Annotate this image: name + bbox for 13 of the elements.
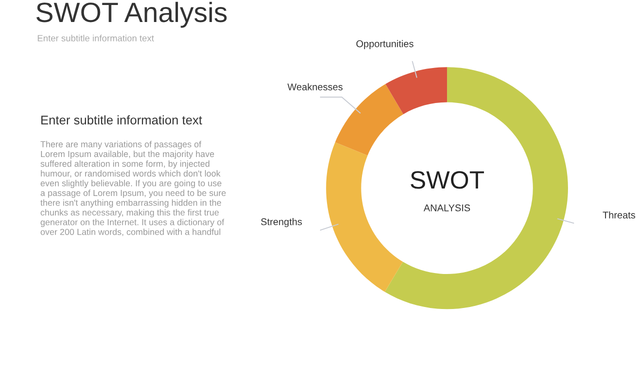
text: ANALYSIS bbox=[424, 204, 470, 212]
text: There are many variations of passages of Lorem Ipsum available, but the majority have suffered alteration in some form, by injected humour, or randomised words which don't look even slightly believable. If you are going to use a passage of Lorem Ipsum, you need to be sure there isn't anything embarrassing hidden in the chunks as necessary, making this the first true generator on the Internet. It uses a dictionary of over 200 Latin words, combined with a handful bbox=[40, 140, 226, 236]
slice-label: Weaknesses bbox=[287, 83, 343, 90]
slice-label: Threats bbox=[602, 211, 636, 218]
donut-slice bbox=[385, 67, 448, 114]
text: Enter subtitle information text bbox=[38, 34, 154, 42]
slice-label: Strengths bbox=[261, 218, 302, 228]
text: SWOT bbox=[410, 171, 484, 189]
donut-slice bbox=[384, 67, 568, 310]
text: Enter subtitle information text bbox=[41, 115, 202, 124]
donut-slice bbox=[326, 142, 403, 292]
slice-label: Opportunities bbox=[356, 40, 414, 50]
chart-title: SWOT Analysis bbox=[36, 2, 227, 28]
